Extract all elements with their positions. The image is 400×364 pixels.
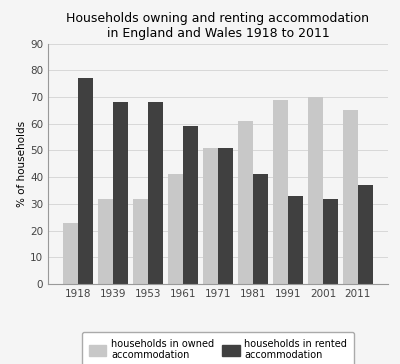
Bar xyxy=(133,198,148,284)
Title: Households owning and renting accommodation
in England and Wales 1918 to 2011: Households owning and renting accommodat… xyxy=(66,12,370,40)
Bar xyxy=(238,121,253,284)
Y-axis label: % of households: % of households xyxy=(17,121,27,207)
Bar xyxy=(308,97,323,284)
Legend: households in owned
accommodation, households in rented
accommodation: households in owned accommodation, house… xyxy=(82,332,354,364)
Bar xyxy=(78,78,93,284)
Bar xyxy=(203,148,218,284)
Bar xyxy=(64,222,78,284)
Bar xyxy=(98,198,113,284)
Bar xyxy=(358,185,372,284)
Bar xyxy=(288,196,303,284)
Bar xyxy=(273,100,288,284)
Bar xyxy=(343,110,358,284)
Bar xyxy=(113,102,128,284)
Bar xyxy=(253,174,268,284)
Bar xyxy=(323,198,338,284)
Bar xyxy=(183,126,198,284)
Bar xyxy=(148,102,163,284)
Bar xyxy=(168,174,183,284)
Bar xyxy=(218,148,233,284)
